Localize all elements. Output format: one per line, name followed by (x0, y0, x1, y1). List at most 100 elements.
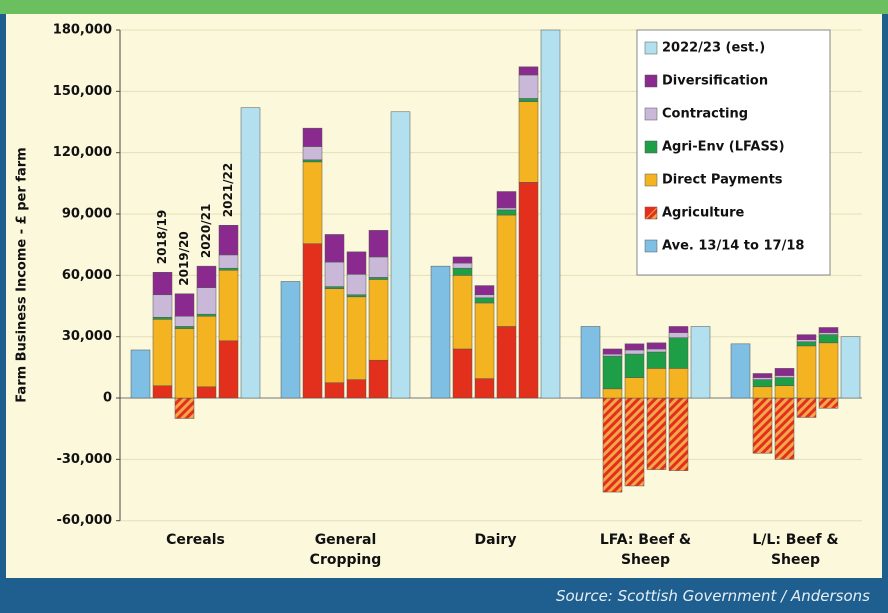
bar-segment (774, 377, 795, 387)
bar-segment (646, 342, 667, 350)
bar-segment (324, 288, 345, 383)
bar (840, 336, 861, 399)
bar-segment (518, 182, 539, 399)
bar-segment (774, 368, 795, 376)
bar-segment (218, 225, 239, 256)
y-axis-title: Farm Business Income - £ per farm (15, 147, 30, 402)
legend-swatch (644, 173, 658, 187)
bar-segment (818, 332, 839, 335)
y-tick-label: 60,000 (62, 268, 112, 283)
bar-segment (518, 98, 539, 102)
bar-segment (796, 397, 817, 418)
bar-segment (346, 296, 367, 380)
bar-segment (152, 294, 173, 318)
bar-segment (774, 385, 795, 399)
bar-segment (518, 66, 539, 76)
x-tick-label: Dairy (474, 532, 517, 548)
bar-segment (774, 375, 795, 378)
bar-segment (368, 359, 389, 399)
bar (430, 265, 451, 399)
bar-segment (452, 256, 473, 264)
bar-segment (324, 382, 345, 399)
bar-segment (302, 243, 323, 399)
bar-segment (796, 334, 817, 341)
y-tick-label: -30,000 (56, 452, 112, 467)
bar-segment (368, 279, 389, 361)
bar-segment (302, 127, 323, 147)
bar-segment (302, 159, 323, 163)
bar-segment (646, 348, 667, 353)
bar-segment (646, 397, 667, 470)
bar-segment (774, 397, 795, 460)
y-tick-label: 120,000 (53, 145, 112, 160)
year-label: 2021/22 (221, 163, 235, 217)
legend-label: Agri-Env (LFASS) (662, 140, 785, 155)
bar-segment (474, 297, 495, 304)
bar (730, 343, 751, 399)
y-tick-label: 90,000 (62, 207, 112, 222)
bar-segment (624, 377, 645, 399)
x-tick-label: General Cropping (309, 532, 382, 568)
bar-segment (474, 294, 495, 299)
legend-box (636, 29, 831, 276)
bar-segment (452, 348, 473, 399)
bar-segment (624, 349, 645, 355)
bar-segment (346, 294, 367, 298)
bar-segment (752, 397, 773, 454)
legend-label: Contracting (662, 107, 748, 122)
legend-swatch (645, 207, 657, 219)
bar-segment (602, 388, 623, 399)
bar-segment (752, 373, 773, 378)
bar-segment (324, 261, 345, 287)
legend-swatch (644, 107, 658, 121)
bar-segment (196, 386, 217, 399)
bar-segment (496, 214, 517, 327)
legend-swatch (644, 140, 658, 154)
bar-segment (818, 327, 839, 333)
footer: Source: Scottish Government / Andersons (0, 578, 888, 613)
y-tick-label: 150,000 (53, 84, 112, 99)
bar-segment (646, 368, 667, 399)
bar (390, 111, 411, 399)
bar-segment (368, 230, 389, 258)
y-tick-label: 30,000 (62, 329, 112, 344)
bar-segment (474, 378, 495, 399)
bar-segment (796, 339, 817, 343)
legend-swatch (644, 74, 658, 88)
bar-segment (668, 397, 689, 471)
y-tick-label: -60,000 (56, 513, 112, 528)
bar (240, 107, 261, 399)
bar-segment (302, 146, 323, 161)
bar-segment (646, 351, 667, 369)
bar-segment (668, 337, 689, 369)
bar-segment (818, 334, 839, 344)
legend-label: Ave. 13/14 to 17/18 (662, 239, 804, 254)
bar-segment (796, 345, 817, 399)
bar-segment (752, 379, 773, 388)
bar-segment (668, 326, 689, 333)
bar-segment (752, 386, 773, 399)
bar-segment (518, 74, 539, 99)
bar-segment (624, 397, 645, 487)
bar-segment (602, 353, 623, 357)
legend-label: Agriculture (662, 206, 745, 221)
bar-segment (196, 287, 217, 315)
legend-swatch (644, 41, 658, 55)
bar-segment (346, 274, 367, 296)
bar-segment (518, 101, 539, 183)
bar-segment (368, 256, 389, 278)
bar (540, 29, 561, 399)
bar-segment (152, 272, 173, 296)
bar (130, 349, 151, 399)
bar-segment (624, 353, 645, 378)
bar-segment (218, 340, 239, 399)
bar-segment (496, 326, 517, 399)
bar-segment (218, 254, 239, 269)
legend-label: 2022/23 (est.) (662, 41, 765, 56)
bar (280, 281, 301, 399)
bar-segment (218, 269, 239, 342)
bar-segment (302, 161, 323, 244)
bar-segment (474, 302, 495, 379)
